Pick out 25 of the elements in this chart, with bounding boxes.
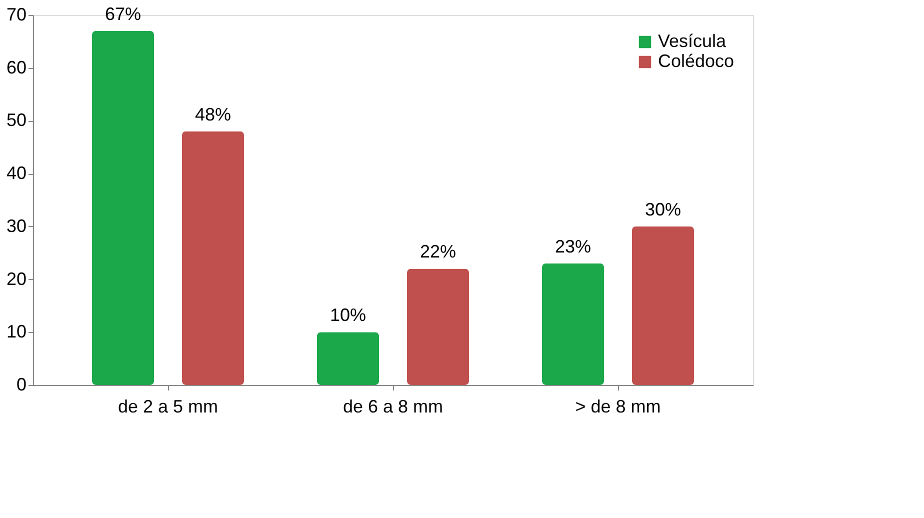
legend-label: Colédoco [658, 51, 734, 71]
y-tick-label: 60 [6, 57, 26, 78]
y-tick-label: 40 [6, 163, 26, 184]
data-label: 23% [554, 236, 592, 256]
bar [317, 332, 379, 385]
y-tick-label: 20 [6, 268, 26, 289]
x-tick-label: de 2 a 5 mm [118, 396, 218, 416]
y-tick-label: 30 [6, 216, 26, 236]
bar [542, 263, 604, 385]
data-label: 30% [644, 199, 682, 220]
bar [182, 131, 244, 385]
bar [632, 226, 694, 385]
bar [92, 30, 154, 385]
data-label: 10% [330, 305, 366, 326]
y-tick-label: 70 [6, 4, 26, 24]
x-tick-label: > de 8 mm [575, 396, 661, 416]
legend-label: Vesícula [658, 31, 728, 51]
data-label: 22% [420, 242, 456, 262]
y-tick-label: 10 [6, 322, 26, 342]
bar [407, 268, 469, 385]
y-tick-label: 0 [16, 374, 26, 394]
x-tick-label: de 6 a 8 mm [342, 396, 444, 416]
data-label: 67% [104, 4, 142, 24]
data-label: 48% [194, 104, 232, 124]
y-tick-label: 50 [6, 110, 26, 130]
